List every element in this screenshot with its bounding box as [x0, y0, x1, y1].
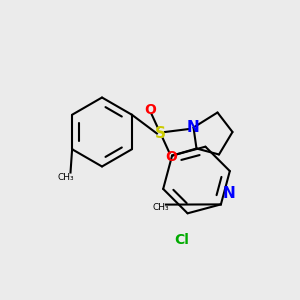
Text: O: O [144, 103, 156, 117]
Text: O: O [165, 150, 177, 164]
Text: S: S [155, 126, 166, 141]
Text: N: N [223, 186, 236, 201]
Text: Cl: Cl [174, 233, 189, 247]
Text: N: N [187, 120, 200, 135]
Text: CH₃: CH₃ [58, 172, 74, 182]
Text: CH₃: CH₃ [152, 202, 169, 211]
